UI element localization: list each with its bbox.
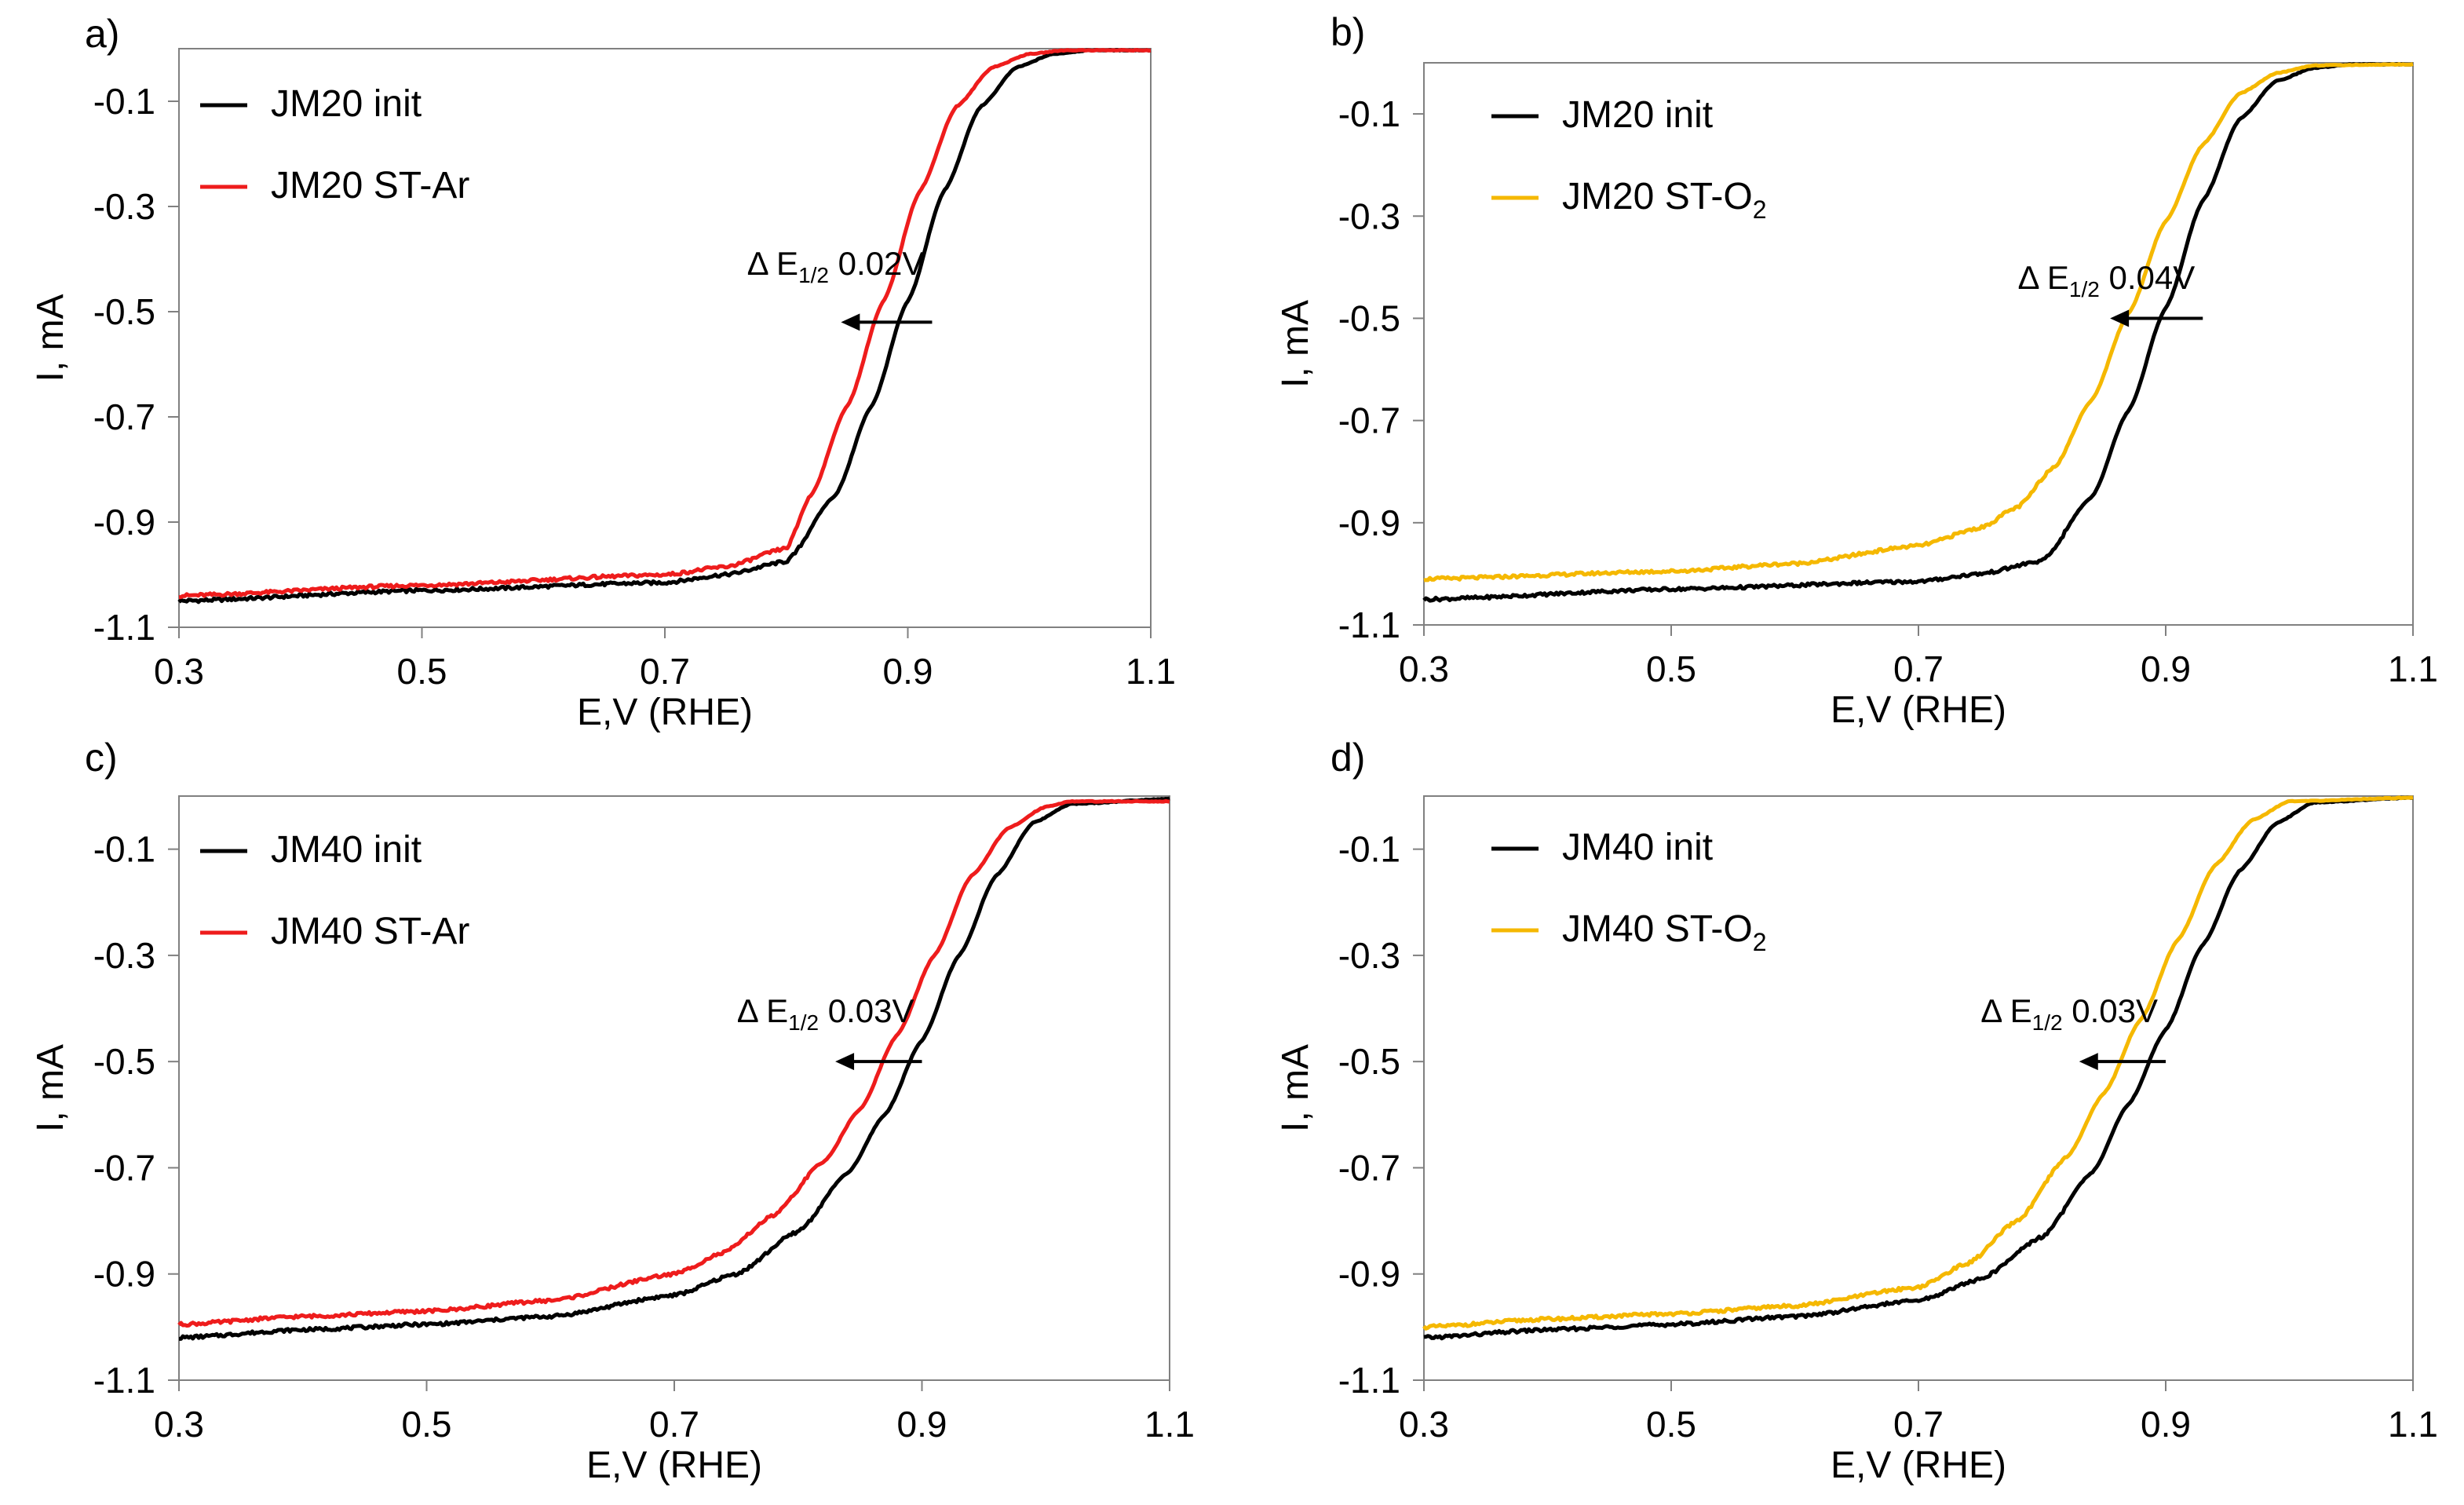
x-tick-label: 0.9 (2141, 1404, 2191, 1445)
y-tick-label: -0.1 (1338, 829, 1400, 870)
panel-a: 0.3 0.5 0.7 0.9 1.1 -0.1 -0.3 -0.5 -0.7 -0.9 -1.1 E… (30, 12, 1176, 733)
legend-entry-text: JM20 ST-Ar (271, 165, 469, 206)
y-tick-label: -0.9 (93, 1254, 155, 1295)
panel-b: 0.3 0.5 0.7 0.9 1.1 -0.1 -0.3 -0.5 -0.7 -0.9 -1.1 E… (1275, 10, 2438, 731)
panel-label: d) (1331, 736, 1365, 780)
series-line-jm40-init (1423, 795, 2414, 1341)
panel-label: c) (85, 736, 118, 780)
x-tick-label: 0.3 (154, 1404, 204, 1445)
y-tick-label: -0.3 (93, 935, 155, 976)
x-tick-label: 0.7 (649, 1404, 699, 1445)
x-axis-label: E,V (RHE) (577, 692, 753, 733)
y-tick-label: -0.5 (1338, 298, 1400, 338)
y-tick-label: -0.1 (1338, 93, 1400, 134)
y-axis-label: I, mA (30, 1044, 71, 1132)
panel-label: a) (85, 12, 119, 56)
series-line-jm40-st-o2 (1422, 795, 2414, 1331)
series-line-jm20-st-o2 (1423, 62, 2414, 583)
x-tick-label: 1.1 (2388, 1404, 2438, 1445)
y-tick-label: -0.3 (93, 186, 155, 227)
panel-c: 0.3 0.5 0.7 0.9 1.1 -0.1 -0.3 -0.5 -0.7 -0.9 -1.1 E… (30, 736, 1195, 1486)
panel-d: 0.3 0.5 0.7 0.9 1.1 -0.1 -0.3 -0.5 -0.7 -0.9 -1.1 E… (1275, 736, 2438, 1486)
y-tick-label: -1.1 (93, 1360, 155, 1401)
x-tick-label: 0.7 (1893, 648, 1944, 689)
y-tick-label: -0.9 (93, 502, 155, 542)
y-tick-label: -0.7 (1338, 1147, 1400, 1188)
y-tick-label: -0.9 (1338, 502, 1400, 543)
y-tick-label: -0.5 (93, 1041, 155, 1082)
panel-label: b) (1331, 10, 1365, 54)
x-tick-label: 0.5 (1646, 648, 1696, 689)
shift-arrow-head (2079, 1053, 2098, 1071)
series-line-jm20-init (1422, 62, 2414, 603)
shift-arrow-head (2110, 309, 2130, 327)
x-axis-label: E,V (RHE) (1831, 689, 2006, 731)
x-tick-label: 0.9 (883, 651, 933, 692)
legend-entry-text: JM40 init (1562, 827, 1713, 868)
x-tick-label: 1.1 (1126, 651, 1176, 692)
legend-entry-text: JM40 init (271, 829, 422, 871)
x-axis-label: E,V (RHE) (586, 1445, 762, 1486)
x-tick-label: 0.5 (397, 651, 447, 692)
x-tick-label: 0.7 (640, 651, 690, 692)
x-tick-label: 0.9 (897, 1404, 947, 1445)
shift-arrow-head (835, 1053, 855, 1071)
legend-entry-text: JM20 init (271, 83, 422, 125)
y-axis-label: I, mA (30, 294, 71, 382)
y-tick-label: -0.5 (93, 291, 155, 332)
legend-entry-text: JM40 ST-O2 (1562, 908, 1767, 956)
x-tick-label: 1.1 (2388, 648, 2438, 689)
y-axis-label: I, mA (1275, 1044, 1316, 1132)
x-tick-label: 0.7 (1893, 1404, 1944, 1445)
x-tick-label: 0.5 (1646, 1404, 1696, 1445)
y-tick-label: -1.1 (1338, 1360, 1400, 1401)
y-axis-label: I, mA (1275, 300, 1316, 388)
delta-e-annotation: Δ E1/2 0.04V (2017, 259, 2195, 301)
series-line-jm40-st-ar (177, 798, 1170, 1328)
y-tick-label: -0.7 (1338, 400, 1400, 441)
y-tick-label: -0.3 (1338, 195, 1400, 236)
y-tick-label: -0.7 (93, 396, 155, 437)
legend-entry-text: JM40 ST-Ar (271, 911, 469, 952)
y-tick-label: -1.1 (1338, 605, 1400, 645)
y-tick-label: -0.5 (1338, 1041, 1400, 1082)
shift-arrow-head (841, 313, 860, 331)
plot-frame (1423, 62, 2414, 626)
x-tick-label: 1.1 (1144, 1404, 1195, 1445)
delta-e-annotation: Δ E1/2 0.02V (747, 245, 925, 287)
y-tick-label: -0.7 (93, 1147, 155, 1188)
legend-entry-text: JM20 init (1562, 94, 1713, 136)
series-line-jm40-init (179, 796, 1170, 1341)
series-line-jm20-init (177, 48, 1152, 605)
delta-e-annotation: Δ E1/2 0.03V (737, 992, 914, 1035)
x-tick-label: 0.5 (402, 1404, 452, 1445)
x-axis-label: E,V (RHE) (1831, 1445, 2006, 1486)
x-tick-label: 0.3 (154, 651, 204, 692)
plot-frame (178, 48, 1152, 628)
x-tick-label: 0.3 (1399, 648, 1449, 689)
delta-e-annotation: Δ E1/2 0.03V (1980, 992, 2158, 1035)
legend-entry-text: JM20 ST-O2 (1562, 176, 1767, 224)
y-tick-label: -0.1 (93, 81, 155, 122)
series-line-jm20-st-ar (178, 48, 1152, 600)
y-tick-label: -0.3 (1338, 935, 1400, 976)
y-tick-label: -0.1 (93, 829, 155, 870)
y-tick-label: -0.9 (1338, 1254, 1400, 1295)
plot-frame (1423, 795, 2414, 1381)
x-tick-label: 0.9 (2141, 648, 2191, 689)
y-tick-label: -1.1 (93, 607, 155, 648)
x-tick-label: 0.3 (1399, 1404, 1449, 1445)
